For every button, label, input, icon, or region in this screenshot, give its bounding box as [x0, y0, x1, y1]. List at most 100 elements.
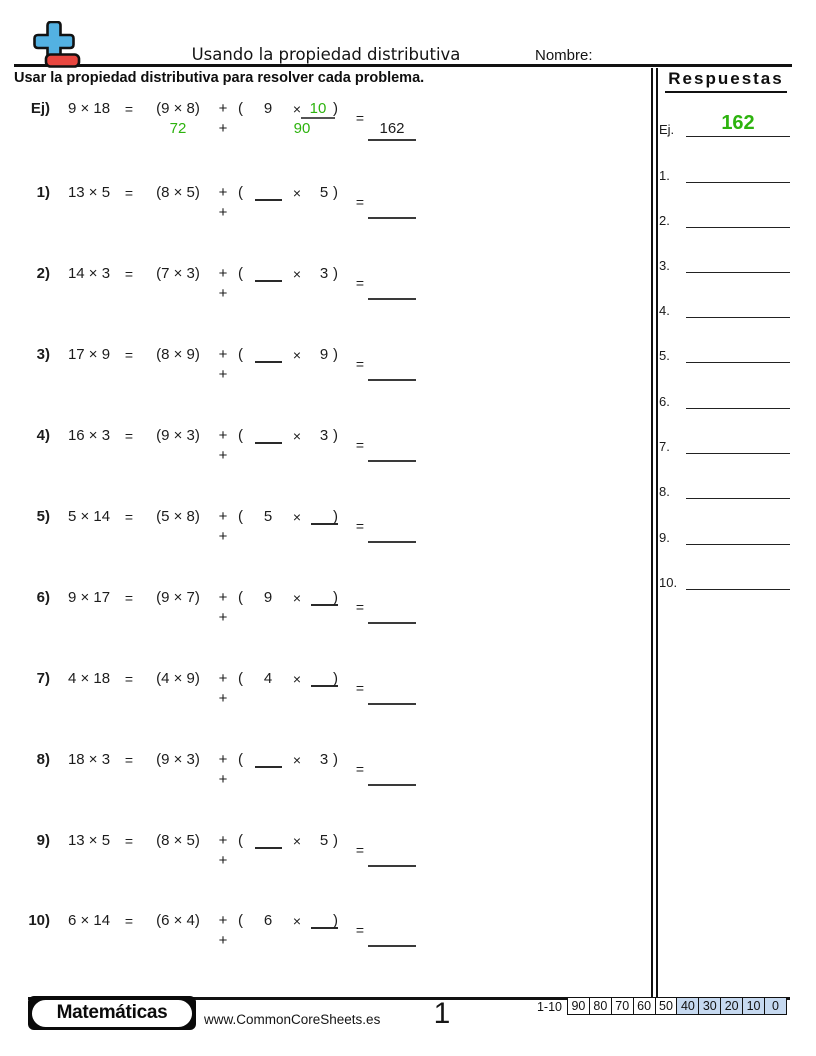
problem-expression: 9 × 17: [67, 589, 111, 606]
answer-blank-line[interactable]: [368, 784, 416, 786]
example-answer-line: [368, 139, 416, 141]
answer-blank-line[interactable]: [368, 865, 416, 867]
answer-slot-label: 8.: [659, 484, 670, 499]
problem-row: 7) 4 × 18 = (4 × 9) + ( 4 × ) = +: [0, 670, 430, 732]
plus-sign: +: [218, 609, 228, 626]
times-sign: ×: [292, 428, 302, 444]
left-paren: (: [238, 508, 243, 525]
plus-sign: +: [218, 184, 228, 201]
answer-slot-label: 6.: [659, 394, 670, 409]
answer-blank-line[interactable]: [368, 298, 416, 300]
score-cell: 10: [742, 998, 765, 1014]
answer-slot-line[interactable]: [686, 317, 790, 318]
problem-row: 5) 5 × 14 = (5 × 8) + ( 5 × ) = +: [0, 508, 430, 570]
blank-slot[interactable]: [310, 670, 338, 687]
answer-blank-line[interactable]: [368, 217, 416, 219]
plus-sign: +: [218, 932, 228, 949]
left-paren: (: [238, 346, 243, 363]
left-paren: (: [238, 670, 243, 687]
answer-slot-line[interactable]: [686, 589, 790, 590]
slot1: [248, 346, 288, 367]
equals-sign: =: [124, 590, 134, 606]
blank-slot[interactable]: [254, 265, 282, 282]
times-sign: ×: [292, 509, 302, 525]
minus-icon: [44, 53, 81, 68]
blank-slot[interactable]: [310, 912, 338, 929]
right-paren: ): [333, 265, 338, 282]
first-group: (8 × 5): [156, 832, 200, 849]
right-paren: ): [333, 427, 338, 444]
answer-slot-line[interactable]: [686, 272, 790, 273]
problem-expression: 18 × 3: [67, 751, 111, 768]
blank-slot[interactable]: [310, 508, 338, 525]
answer-slot-label: 3.: [659, 258, 670, 273]
answer-slot-line[interactable]: [686, 362, 790, 363]
equals-sign: =: [124, 428, 134, 444]
first-group: (9 × 7): [156, 589, 200, 606]
plus-sign: +: [218, 852, 228, 869]
left-paren: (: [238, 427, 243, 444]
plus-sign: +: [218, 204, 228, 221]
plus-sign: +: [218, 346, 228, 363]
right-paren: ): [333, 184, 338, 201]
equals-sign: =: [355, 437, 365, 453]
example-slot1: 9: [263, 100, 273, 117]
answer-blank-line[interactable]: [368, 622, 416, 624]
answer-slot-label: 7.: [659, 439, 670, 454]
page-title: Usando la propiedad distributiva: [191, 45, 461, 64]
answer-slot-label: 2.: [659, 213, 670, 228]
problem-expression: 13 × 5: [67, 184, 111, 201]
plus-sign: +: [218, 751, 228, 768]
blank-slot[interactable]: [254, 346, 282, 363]
first-group: (5 × 8): [156, 508, 200, 525]
answer-slot-line[interactable]: [686, 182, 790, 183]
website-url[interactable]: www.CommonCoreSheets.es: [204, 1012, 381, 1027]
answer-slot-line[interactable]: [686, 498, 790, 499]
answer-slot-line[interactable]: [686, 408, 790, 409]
plus-sign: +: [218, 100, 228, 117]
plus-sign: +: [218, 589, 228, 606]
slot2: 9: [319, 346, 329, 363]
answer-slot-line[interactable]: [686, 227, 790, 228]
answer-slot-line[interactable]: [686, 544, 790, 545]
right-paren: ): [333, 912, 338, 929]
equals-sign: =: [355, 275, 365, 291]
blank-slot[interactable]: [254, 184, 282, 201]
slot1: [248, 184, 288, 205]
problem-number: 7): [36, 670, 50, 687]
answer-slot-line[interactable]: [686, 453, 790, 454]
times-sign: ×: [292, 185, 302, 201]
blank-slot[interactable]: [254, 832, 282, 849]
example-answer-value: 162: [379, 120, 405, 137]
plus-sign: +: [218, 366, 228, 383]
plus-sign: +: [218, 528, 228, 545]
times-sign: ×: [292, 671, 302, 687]
plus-sign: +: [218, 912, 228, 929]
slot2: 3: [319, 751, 329, 768]
slot1: 4: [263, 670, 273, 687]
left-paren: (: [238, 832, 243, 849]
answer-blank-line[interactable]: [368, 460, 416, 462]
blank-slot[interactable]: [254, 427, 282, 444]
times-sign: ×: [292, 590, 302, 606]
answer-blank-line[interactable]: [368, 703, 416, 705]
blank-slot[interactable]: [254, 751, 282, 768]
answer-blank-line[interactable]: [368, 945, 416, 947]
brand-name: Matemáticas: [32, 999, 192, 1027]
problem-expression: 16 × 3: [67, 427, 111, 444]
problem-number: 6): [36, 589, 50, 606]
answer-blank-line[interactable]: [368, 541, 416, 543]
slot2: [304, 670, 344, 691]
right-paren: ): [333, 346, 338, 363]
first-group: (9 × 3): [156, 751, 200, 768]
left-paren: (: [238, 100, 243, 117]
answers-column-divider: [651, 68, 658, 997]
blank-slot[interactable]: [310, 589, 338, 606]
problem-number: 4): [36, 427, 50, 444]
score-cell: 30: [698, 998, 721, 1014]
right-paren: ): [333, 589, 338, 606]
first-group: (4 × 9): [156, 670, 200, 687]
problem-number: 5): [36, 508, 50, 525]
answer-blank-line[interactable]: [368, 379, 416, 381]
